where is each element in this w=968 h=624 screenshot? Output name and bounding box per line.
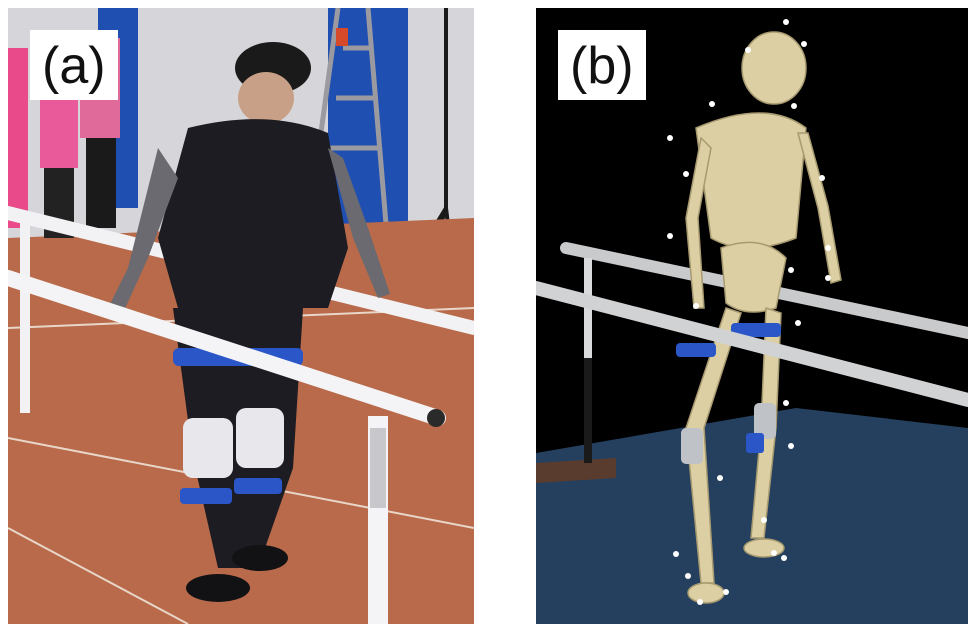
- left-foot: [687, 582, 725, 604]
- pelvis: [720, 241, 787, 313]
- bar-base-plate: [536, 458, 616, 483]
- render-scene-b: [536, 8, 968, 624]
- face: [238, 72, 294, 124]
- right-shoe: [232, 545, 288, 571]
- rib-cage: [695, 112, 807, 249]
- patient-with-orthosis: [108, 42, 390, 602]
- render-panel-b: (b): [536, 8, 968, 624]
- orthosis-model: [676, 323, 781, 464]
- left-arm-bones: [685, 136, 712, 309]
- left-shoe: [186, 574, 250, 602]
- photo-scene-a: [8, 8, 474, 624]
- render-front-bar: [536, 281, 968, 407]
- ladder-cap: [336, 28, 348, 46]
- panel-label-a: (a): [30, 30, 118, 100]
- left-shin-cuff: [180, 488, 232, 504]
- left-arm: [108, 148, 178, 313]
- right-arm-bones: [797, 132, 842, 284]
- background-person-1: [8, 48, 28, 228]
- panel-label-b: (b): [558, 30, 646, 100]
- right-shin-cuff: [234, 478, 282, 494]
- right-knee-actuator: [236, 408, 284, 468]
- left-knee-actuator: [183, 418, 233, 478]
- right-arm: [328, 148, 390, 298]
- torso: [158, 119, 348, 308]
- render-floor: [536, 408, 968, 624]
- mocap-markers: [667, 19, 831, 605]
- skeleton-model: [685, 31, 842, 604]
- right-foot: [743, 538, 785, 558]
- photo-panel-a: (a): [8, 8, 474, 624]
- skull: [741, 31, 807, 105]
- background-person-3-legs: [86, 138, 116, 228]
- front-parallel-bar: [8, 270, 446, 624]
